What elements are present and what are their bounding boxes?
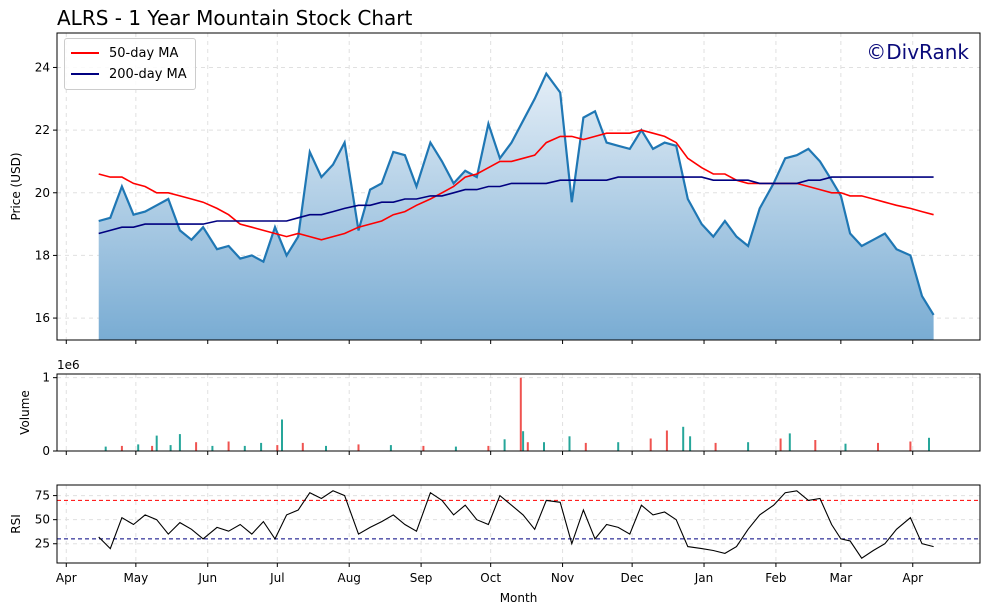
x-tick-label-month: Nov — [551, 571, 574, 585]
volume-bar — [844, 443, 847, 451]
y-tick-label-price: 24 — [35, 60, 50, 74]
volume-bar — [649, 438, 652, 451]
volume-bar — [211, 445, 214, 451]
volume-bar — [526, 442, 529, 451]
volume-bar — [137, 444, 140, 451]
y-tick-label-rsi: 75 — [35, 489, 50, 503]
volume-bar — [120, 445, 123, 451]
y-tick-label-price: 22 — [35, 123, 50, 137]
legend-item-200-day-ma: 200-day MA — [71, 65, 187, 83]
volume-bar — [665, 430, 668, 451]
volume-bar — [519, 377, 522, 451]
volume-bar — [454, 446, 457, 451]
volume-bar — [276, 445, 279, 451]
x-tick-label-month: Jul — [269, 571, 284, 585]
y-tick-label-volume: 1 — [42, 371, 50, 385]
x-tick-label-month: Aug — [337, 571, 360, 585]
volume-bar — [487, 445, 490, 451]
volume-axes-frame — [56, 373, 981, 452]
legend-swatch-50-day-ma — [71, 52, 99, 54]
ma-200-line — [98, 176, 934, 235]
y-axis-title-rsi: RSI — [9, 514, 23, 534]
volume-bar — [503, 439, 506, 451]
y-tick-label-price: 18 — [35, 248, 50, 262]
volume-bar — [389, 445, 392, 451]
watermark: ©DivRank — [866, 40, 969, 64]
volume-bar — [195, 442, 198, 451]
volume-bar — [260, 442, 263, 451]
volume-bar — [543, 442, 545, 451]
x-tick-label-month: Sep — [410, 571, 433, 585]
x-tick-label-month: Jan — [694, 571, 714, 585]
x-tick-label-month: Apr — [902, 571, 923, 585]
volume-bar — [788, 433, 791, 451]
rsi-axes-frame — [56, 484, 981, 564]
legend-label-200-day-ma: 200-day MA — [109, 66, 187, 82]
legend-item-50-day-ma: 50-day MA — [71, 44, 178, 62]
volume-bar — [178, 434, 181, 451]
x-tick-label-month: Jun — [197, 571, 217, 585]
x-tick-label-month: Dec — [621, 571, 644, 585]
volume-bar — [155, 435, 158, 451]
volume-bar — [151, 445, 154, 451]
price-line — [98, 71, 935, 316]
legend-label-50-day-ma: 50-day MA — [109, 45, 179, 61]
volume-bar — [325, 445, 327, 451]
x-tick-label-month: Feb — [765, 571, 786, 585]
ma-50-line — [98, 129, 934, 241]
volume-bar — [682, 426, 685, 451]
x-axis-title: Month — [500, 591, 538, 605]
volume-bar — [877, 442, 879, 451]
volume-bar — [617, 442, 620, 451]
volume-bar — [227, 441, 230, 451]
volume-bar — [522, 431, 525, 451]
volume-bar — [909, 441, 912, 451]
y-tick-label-price: 20 — [35, 186, 50, 200]
volume-bar — [243, 445, 246, 451]
chart-title: ALRS - 1 Year Mountain Stock Chart — [57, 6, 413, 30]
volume-bar — [568, 436, 571, 451]
x-tick-label-month: Oct — [480, 571, 501, 585]
y-tick-label-volume: 0 — [42, 444, 50, 458]
x-tick-label-month: May — [123, 571, 148, 585]
volume-bar — [169, 445, 172, 451]
volume-bar — [422, 445, 425, 451]
volume-scale-label: 1e6 — [57, 358, 80, 372]
volume-bar — [689, 436, 692, 451]
y-tick-label-rsi: 50 — [35, 513, 50, 527]
volume-bar — [747, 442, 750, 451]
y-axis-title-price: Price (USD) — [9, 152, 23, 220]
volume-bar — [779, 438, 782, 451]
volume-bar — [714, 442, 717, 451]
price-area-fill — [98, 73, 934, 340]
volume-bar — [104, 446, 107, 451]
legend-swatch-200-day-ma — [71, 73, 99, 75]
volume-bar — [357, 444, 360, 451]
legend: 50-day MA 200-day MA — [64, 38, 196, 90]
volume-bar — [281, 419, 283, 451]
rsi-line — [98, 490, 934, 559]
volume-bar — [301, 442, 304, 451]
volume-bar — [928, 437, 930, 451]
x-tick-label-month: Apr — [56, 571, 77, 585]
y-tick-label-price: 16 — [35, 311, 50, 325]
volume-bar — [584, 442, 587, 451]
y-axis-title-volume: Volume — [18, 390, 32, 435]
y-tick-label-rsi: 25 — [35, 537, 50, 551]
x-tick-label-month: Mar — [830, 571, 853, 585]
price-axes-frame — [56, 32, 981, 341]
volume-bar — [814, 440, 817, 451]
